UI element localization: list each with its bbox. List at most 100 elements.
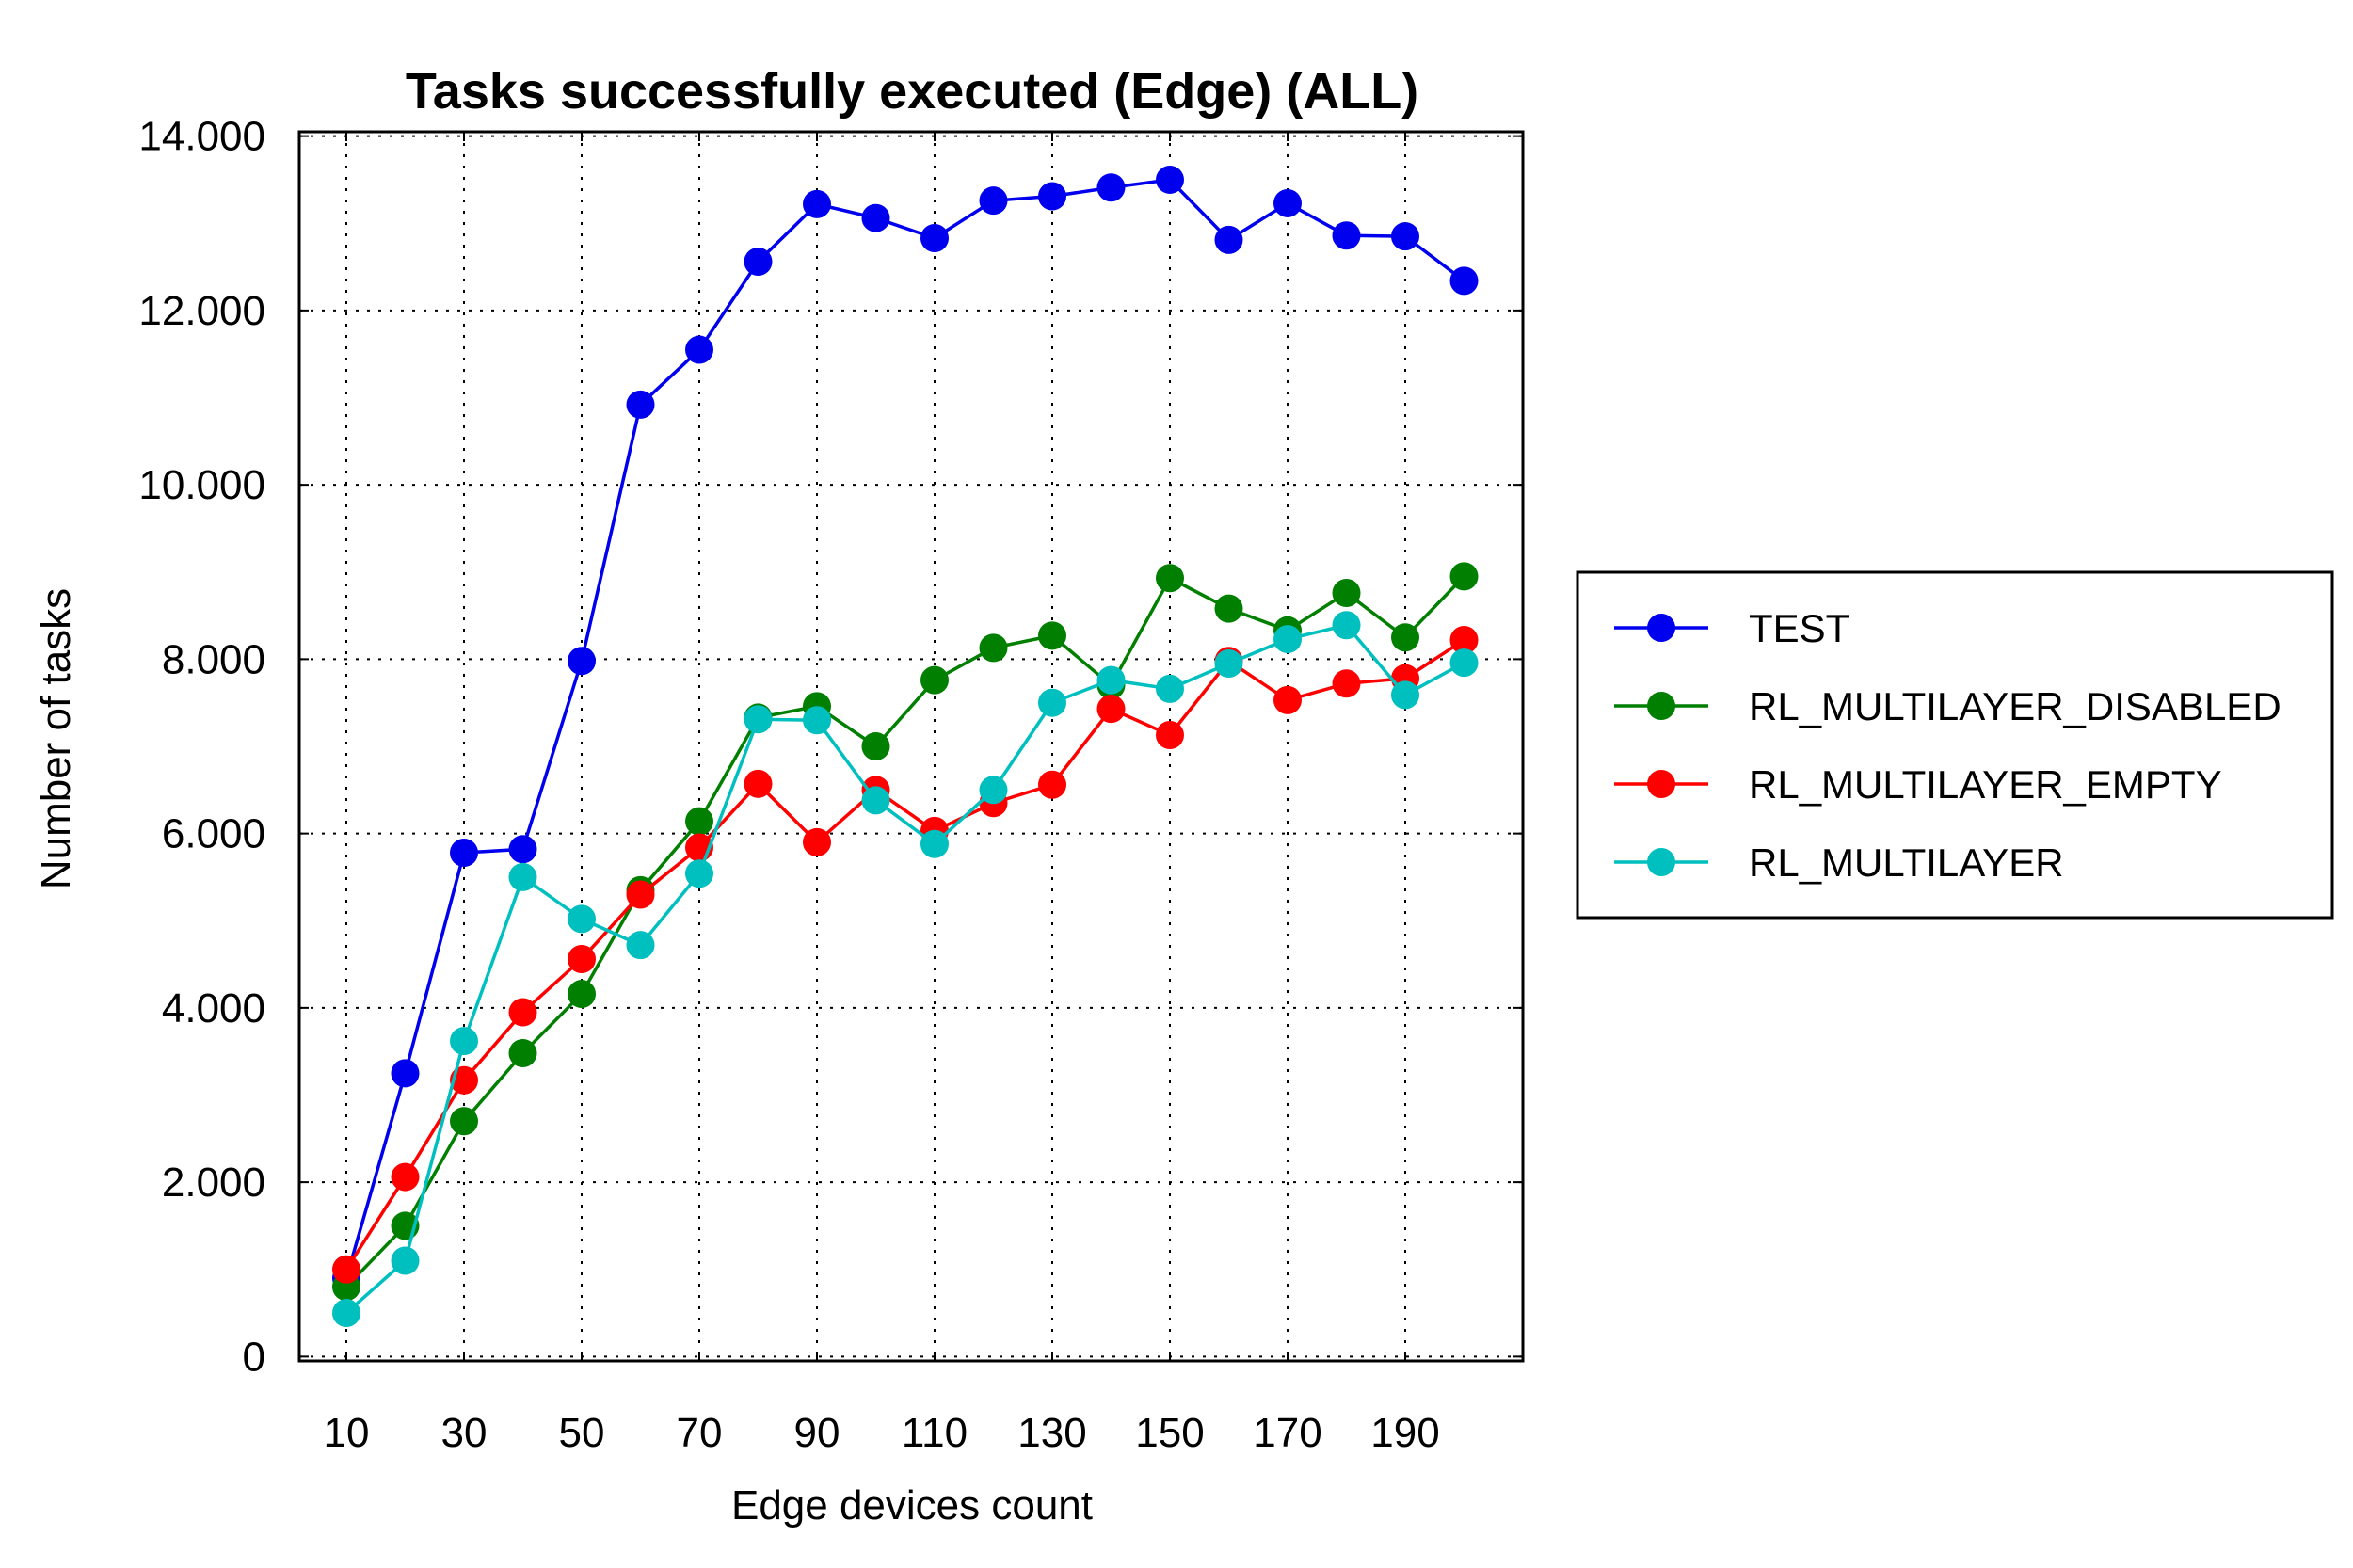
data-point	[1038, 621, 1066, 650]
legend-marker	[1647, 692, 1675, 720]
data-point	[391, 1162, 420, 1192]
y-tick-label: 8.000	[162, 636, 265, 682]
data-point	[1391, 623, 1419, 652]
data-point	[1214, 594, 1243, 623]
data-point	[803, 189, 831, 218]
legend-marker	[1647, 614, 1675, 642]
data-point	[1214, 649, 1243, 679]
data-point	[1273, 685, 1302, 714]
x-tick-label: 110	[902, 1410, 968, 1456]
x-axis-label: Edge devices count	[731, 1482, 1093, 1528]
legend-item-3: RL_MULTILAYER_EMPTY	[1614, 762, 2222, 807]
data-point	[685, 859, 713, 888]
data-point	[1038, 182, 1066, 211]
x-tick-label: 170	[1253, 1410, 1321, 1456]
data-point	[685, 335, 713, 364]
x-tick-label: 90	[794, 1410, 840, 1456]
data-point	[391, 1246, 420, 1275]
data-point	[332, 1255, 360, 1284]
y-tick-label: 10.000	[138, 462, 265, 508]
data-point	[1156, 165, 1184, 194]
data-point	[1096, 665, 1126, 695]
data-point	[979, 186, 1008, 216]
data-point	[1391, 222, 1419, 251]
data-point	[450, 839, 478, 868]
data-point	[568, 945, 596, 974]
data-point	[1096, 695, 1126, 724]
legend-label: RL_MULTILAYER	[1749, 840, 2064, 885]
x-tick-label: 30	[441, 1410, 488, 1456]
data-point	[1273, 625, 1302, 654]
legend-label: RL_MULTILAYER_DISABLED	[1749, 684, 2281, 728]
plot-area-frame	[297, 130, 1525, 1363]
data-point	[1332, 611, 1361, 640]
data-point	[1332, 221, 1361, 250]
data-point	[1038, 688, 1066, 717]
data-point	[685, 807, 713, 836]
data-point	[744, 769, 773, 798]
x-tick-label: 70	[677, 1410, 723, 1456]
data-point	[979, 633, 1008, 663]
y-tick-label: 0	[243, 1334, 265, 1380]
series-2	[332, 562, 1479, 1302]
data-point	[1156, 564, 1184, 593]
y-tick-label: 12.000	[138, 288, 265, 334]
legend-item-2: RL_MULTILAYER_DISABLED	[1614, 684, 2281, 728]
data-point	[1332, 578, 1361, 607]
data-point	[744, 705, 773, 734]
data-point	[1156, 674, 1184, 703]
data-point	[1156, 720, 1184, 749]
data-point	[1038, 770, 1066, 799]
data-point	[450, 1027, 478, 1056]
data-point	[861, 786, 890, 815]
data-point	[979, 776, 1008, 805]
data-point	[626, 880, 655, 909]
data-point	[920, 829, 949, 858]
x-tick-label: 150	[1135, 1410, 1204, 1456]
data-point	[626, 390, 655, 419]
data-point	[568, 647, 596, 676]
legend-marker	[1647, 770, 1675, 798]
data-point	[568, 980, 596, 1009]
series-3	[332, 625, 1479, 1284]
legend-label: RL_MULTILAYER_EMPTY	[1749, 762, 2222, 807]
axis-ticks: 10 30 50 70 90 110 130 150 170 190 0 2.000 4.000 6.00…	[138, 114, 1523, 1456]
data-point	[1332, 669, 1361, 698]
data-point	[626, 931, 655, 960]
data-point	[332, 1299, 360, 1328]
data-point	[450, 1107, 478, 1136]
y-tick-label: 6.000	[162, 811, 265, 857]
y-tick-label: 4.000	[162, 985, 265, 1032]
data-point	[861, 732, 890, 760]
legend-label: TEST	[1749, 606, 1849, 650]
data-point	[568, 904, 596, 934]
data-point	[1214, 225, 1243, 254]
data-point	[803, 706, 831, 735]
data-point	[920, 224, 949, 253]
data-point	[1449, 266, 1479, 296]
data-point	[1273, 188, 1302, 217]
data-point	[508, 1039, 537, 1068]
data-point	[803, 827, 831, 856]
data-point	[508, 862, 537, 891]
series-4	[332, 611, 1479, 1328]
data-point	[920, 665, 949, 695]
legend-marker	[1647, 848, 1675, 876]
legend-item-4: RL_MULTILAYER	[1614, 840, 2064, 885]
data-point	[1449, 648, 1479, 678]
chart-title: Tasks successfully executed (Edge) (ALL)	[406, 63, 1418, 120]
data-point	[391, 1059, 420, 1088]
data-point	[1449, 625, 1479, 654]
series-layer	[332, 165, 1479, 1328]
legend-box	[1576, 570, 2334, 920]
data-point	[1449, 562, 1479, 591]
y-axis-label: Number of tasks	[33, 588, 79, 889]
legend: TEST RL_MULTILAYER_DISABLED RL_MULTILAYER_…	[1576, 570, 2334, 920]
x-tick-label: 50	[559, 1410, 605, 1456]
data-point	[508, 998, 537, 1027]
data-point	[1096, 173, 1126, 202]
y-tick-label: 14.000	[138, 114, 265, 160]
data-point	[861, 203, 890, 232]
x-tick-label: 10	[324, 1410, 370, 1456]
